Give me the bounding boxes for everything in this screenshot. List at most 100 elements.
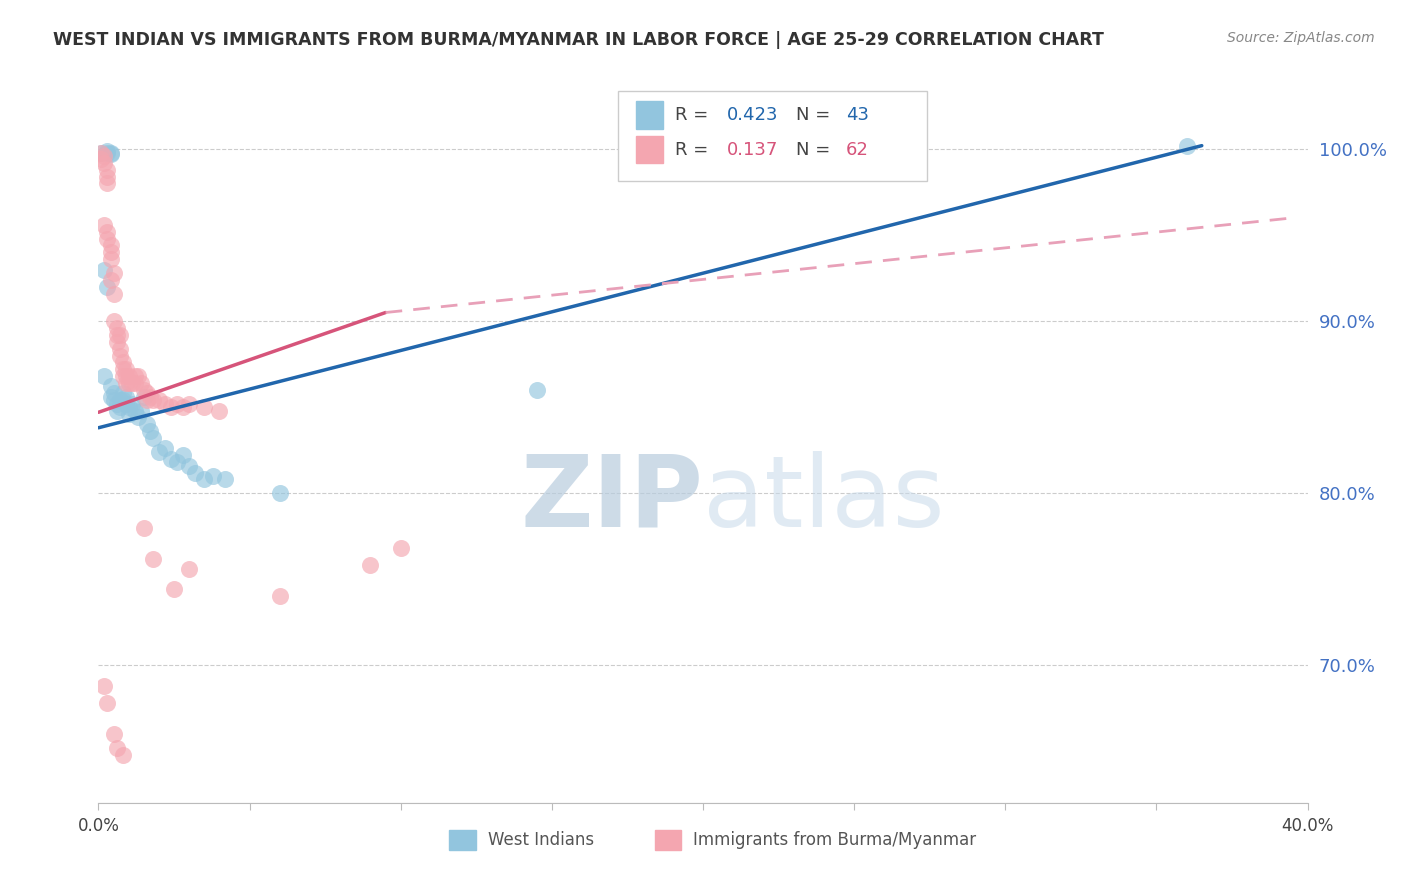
Text: R =: R = (675, 141, 714, 159)
Point (208, 403, 231, 417)
Point (96, 144, 118, 158)
FancyBboxPatch shape (619, 91, 927, 181)
Point (132, 390, 155, 404)
Point (100, 147, 122, 161)
Point (96, 231, 118, 245)
Point (111, 386, 134, 401)
Point (100, 145, 122, 160)
Point (135, 417, 157, 432)
Point (105, 321, 128, 335)
Point (129, 403, 152, 417)
Point (114, 369, 136, 384)
Point (179, 458, 201, 473)
Point (389, 541, 412, 556)
Point (105, 334, 128, 349)
Text: ZIP: ZIP (520, 450, 703, 548)
Point (111, 362, 134, 376)
Point (105, 403, 128, 417)
Point (172, 400, 194, 414)
Point (202, 469, 225, 483)
Point (124, 369, 146, 384)
Point (108, 393, 131, 408)
Point (135, 386, 157, 401)
Text: 0.137: 0.137 (727, 141, 779, 159)
Point (108, 349, 131, 363)
Point (103, 386, 125, 401)
Bar (655, 830, 682, 850)
Point (96, 145, 118, 160)
Point (121, 397, 143, 411)
Point (179, 562, 201, 576)
Point (103, 393, 125, 408)
Point (93, 369, 115, 384)
Point (184, 466, 207, 480)
Point (111, 747, 134, 762)
Point (360, 558, 382, 573)
Point (105, 327, 128, 342)
Point (96, 225, 118, 239)
Point (114, 397, 136, 411)
Point (100, 245, 122, 260)
Point (153, 397, 176, 411)
Point (118, 369, 141, 384)
Point (160, 400, 183, 414)
Point (103, 314, 125, 328)
Point (135, 393, 157, 408)
Bar (449, 830, 475, 850)
Point (118, 376, 141, 390)
Point (172, 448, 194, 462)
Point (100, 390, 122, 404)
Point (153, 442, 176, 456)
Point (100, 252, 122, 267)
Point (108, 342, 131, 356)
Point (114, 376, 136, 390)
Point (166, 455, 188, 469)
Point (127, 369, 149, 384)
Point (127, 410, 149, 425)
Point (148, 445, 170, 459)
Point (1175, 138, 1198, 153)
Point (90, 153, 112, 167)
Point (96, 162, 118, 177)
Text: WEST INDIAN VS IMMIGRANTS FROM BURMA/MYANMAR IN LABOR FORCE | AGE 25-29 CORRELAT: WEST INDIAN VS IMMIGRANTS FROM BURMA/MYA… (53, 31, 1104, 49)
Point (96, 279, 118, 293)
Point (166, 397, 188, 411)
Bar (637, 101, 664, 128)
Point (90, 145, 112, 160)
Point (163, 582, 186, 597)
Point (132, 383, 155, 397)
Point (93, 156, 115, 170)
Point (96, 169, 118, 184)
Text: 0.423: 0.423 (727, 106, 779, 124)
Point (100, 273, 122, 287)
Point (103, 286, 125, 301)
Point (118, 407, 141, 421)
Point (193, 472, 215, 486)
Point (142, 393, 165, 408)
Point (193, 400, 215, 414)
Point (103, 266, 125, 280)
Bar (637, 136, 664, 163)
Point (103, 727, 125, 741)
Point (148, 393, 170, 408)
Point (142, 551, 165, 566)
Text: West Indians: West Indians (488, 830, 593, 848)
Point (100, 379, 122, 393)
Point (90, 145, 112, 160)
Point (124, 403, 146, 417)
Point (108, 400, 131, 414)
Text: Source: ZipAtlas.com: Source: ZipAtlas.com (1227, 31, 1375, 45)
Point (93, 149, 115, 163)
Point (121, 376, 143, 390)
Text: 62: 62 (845, 141, 869, 159)
Point (526, 383, 548, 397)
Text: atlas: atlas (703, 450, 945, 548)
Point (118, 400, 141, 414)
Point (114, 362, 136, 376)
Point (129, 376, 152, 390)
Point (124, 376, 146, 390)
Point (132, 520, 155, 534)
Point (269, 486, 291, 500)
Point (96, 177, 118, 191)
Point (108, 327, 131, 342)
